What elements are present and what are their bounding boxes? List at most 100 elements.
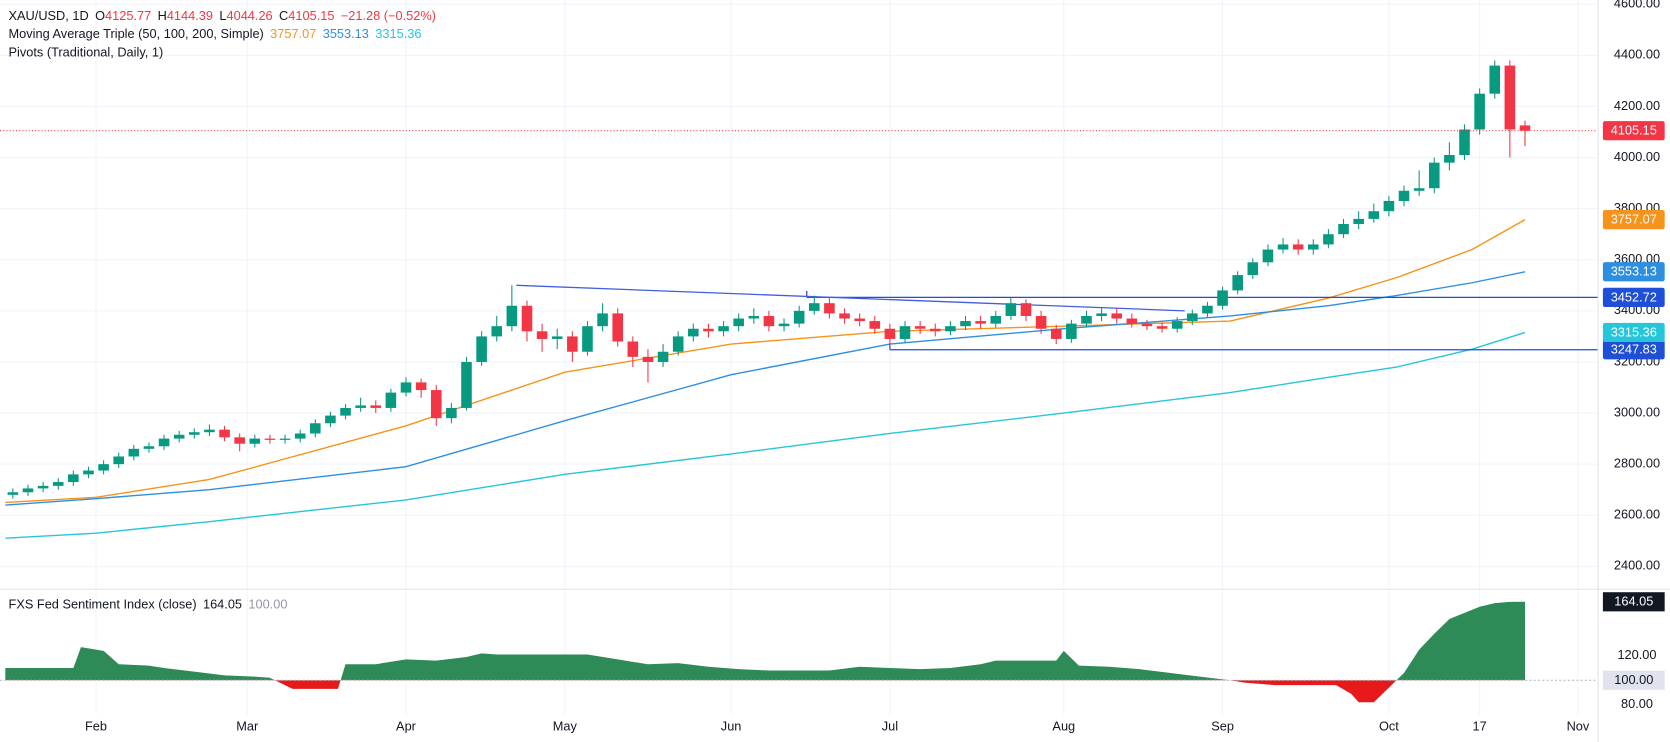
candle-body: [461, 361, 472, 408]
candle-body: [128, 448, 140, 457]
candle-body: [551, 336, 563, 339]
candle-body: [793, 310, 805, 324]
x-tick-label: Apr: [396, 718, 417, 733]
candle-body: [1323, 234, 1334, 245]
indicator-header: FXS Fed Sentiment Index (close) 164.05 100…: [9, 597, 288, 612]
candle-body: [1247, 262, 1259, 276]
indicator-title: FXS Fed Sentiment Index (close): [9, 597, 197, 612]
candle-body: [1156, 326, 1168, 329]
ma-header: Moving Average Triple (50, 100, 200, Sim…: [9, 27, 422, 42]
candle-body: [899, 326, 911, 339]
y-tick-label: 120.00: [1617, 647, 1656, 662]
candle-body: [778, 323, 790, 327]
ma-label-box: [1602, 262, 1665, 282]
candle-body: [1111, 313, 1123, 319]
candle-body: [83, 470, 94, 475]
candle-body: [189, 432, 200, 435]
candle-body: [1383, 200, 1395, 212]
candle-body: [582, 326, 593, 352]
candle-body: [385, 392, 397, 408]
candle-body: [1020, 303, 1032, 316]
candle-body: [68, 474, 79, 483]
candle-body: [1413, 188, 1425, 191]
candle-body: [506, 305, 518, 327]
stat-key: L: [219, 8, 226, 23]
candle-body: [325, 415, 336, 424]
change: −21.28 (−0.52%): [341, 8, 436, 23]
candle-body: [748, 315, 760, 319]
candle-body: [415, 382, 427, 391]
x-tick-label: May: [553, 718, 578, 733]
candle-body: [945, 326, 956, 332]
y-tick-label: 3000.00: [1614, 404, 1660, 419]
y-tick-label: 80.00: [1621, 696, 1653, 711]
x-tick-label: Jul: [882, 718, 898, 733]
candle-body: [1217, 290, 1228, 306]
ma-value: 3757.07: [270, 27, 316, 42]
baseline-label-box: [1602, 670, 1665, 690]
x-tick-label: Jun: [721, 718, 742, 733]
candle-body: [294, 433, 306, 439]
candle-body: [158, 438, 170, 447]
ma-value: 3315.36: [375, 27, 421, 42]
plot-layer: [0, 0, 1598, 715]
candle-body: [446, 407, 457, 419]
candle-body: [476, 336, 487, 362]
pivot-label-box: [1602, 287, 1665, 307]
y-tick-label: 4000.00: [1614, 149, 1660, 164]
pivot-label: 3247.83: [1611, 342, 1657, 357]
candle-body: [143, 446, 155, 449]
candle-body: [370, 405, 382, 408]
candle-body: [1232, 275, 1243, 291]
candle-body: [1504, 65, 1516, 130]
x-tick-label: Mar: [236, 718, 259, 733]
candle-body: [914, 326, 926, 329]
candle-body: [1141, 323, 1153, 327]
ma-label-box: [1602, 322, 1665, 343]
candle-body: [672, 336, 684, 352]
baseline-label: 100.00: [1614, 672, 1653, 687]
candle-body: [309, 423, 321, 434]
candle-body: [1398, 190, 1410, 201]
candle-body: [400, 382, 412, 393]
candle-body: [688, 328, 699, 337]
x-tick-label: Aug: [1052, 718, 1075, 733]
candle-body: [884, 328, 896, 339]
symbol-header: XAU/USD, 1D O4125.77 H4144.39 L4044.26 C4105…: [9, 8, 436, 23]
candle-body: [657, 351, 669, 362]
candle-body: [733, 318, 744, 327]
candle-body: [22, 488, 34, 493]
trendline: [516, 284, 1185, 312]
candle-body: [612, 313, 624, 342]
candle-body: [1459, 129, 1470, 156]
ma-value: 3553.13: [323, 27, 369, 42]
sentiment-area-up: [5, 601, 1526, 681]
candle-body: [1262, 249, 1274, 263]
pivot-label: 3452.72: [1611, 289, 1657, 304]
last-price-label: 4105.15: [1611, 123, 1657, 138]
candle-body: [1353, 218, 1364, 224]
pivot-label-box: [1602, 340, 1665, 360]
candle-body: [1126, 318, 1138, 324]
x-tick-label: Nov: [1567, 718, 1590, 733]
candle-body: [491, 326, 503, 337]
candle-body: [1519, 125, 1531, 131]
candle-body: [1489, 65, 1501, 94]
ma-label: 3757.07: [1611, 212, 1657, 227]
candle-body: [279, 438, 291, 440]
candle-body: [1005, 303, 1017, 316]
candle-body: [567, 336, 578, 352]
y-tick-label: 2400.00: [1614, 558, 1660, 573]
candle-body: [703, 328, 714, 332]
candle-body: [975, 321, 986, 324]
last-value-box: [1602, 592, 1665, 612]
candle-body: [1081, 315, 1092, 324]
x-tick-label: Sep: [1211, 718, 1234, 733]
candle-body: [340, 407, 351, 416]
pivots-header: Pivots (Traditional, Daily, 1): [9, 45, 164, 60]
y-tick-label: 4600.00: [1614, 0, 1660, 11]
candle-body: [929, 328, 941, 332]
candle-body: [869, 321, 881, 329]
candle-body: [204, 429, 215, 433]
